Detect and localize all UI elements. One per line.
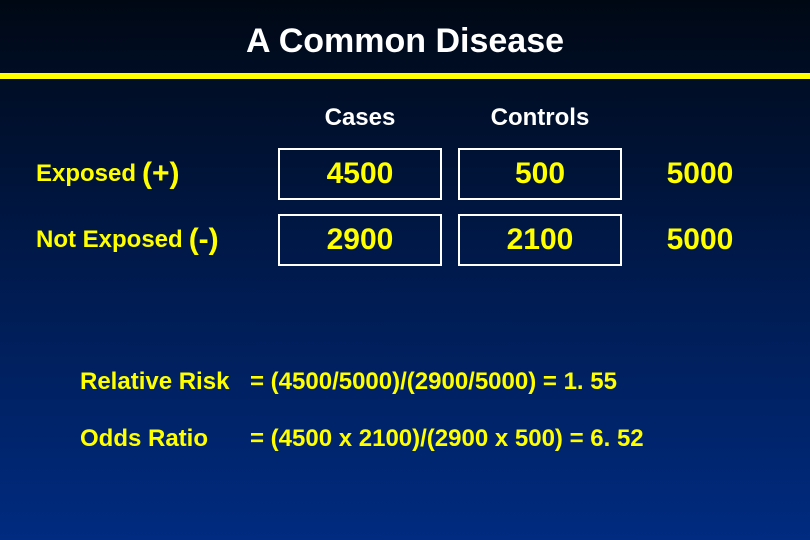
row-label-text: Exposed bbox=[36, 160, 136, 188]
row-label-sign: (-) bbox=[189, 223, 219, 257]
cell-notexposed-controls: 2100 bbox=[458, 214, 622, 266]
row-label-not-exposed: Not Exposed (-) bbox=[30, 212, 270, 268]
title-underline bbox=[0, 73, 810, 79]
formula-label: Odds Ratio bbox=[80, 425, 250, 454]
header-spacer-right bbox=[630, 92, 770, 136]
formula-equation: = (4500/5000)/(2900/5000) = 1. 55 bbox=[250, 368, 617, 397]
cell-exposed-controls: 500 bbox=[458, 148, 622, 200]
row-total-exposed: 5000 bbox=[630, 146, 770, 202]
cell-notexposed-cases: 2900 bbox=[278, 214, 442, 266]
slide: A Common Disease Cases Controls Exposed … bbox=[0, 0, 810, 540]
contingency-table: Cases Controls Exposed (+) 4500 500 5000… bbox=[0, 92, 810, 268]
formulas: Relative Risk = (4500/5000)/(2900/5000) … bbox=[80, 368, 644, 482]
column-header-cases: Cases bbox=[270, 92, 450, 136]
formula-relative-risk: Relative Risk = (4500/5000)/(2900/5000) … bbox=[80, 368, 644, 397]
column-header-controls: Controls bbox=[450, 92, 630, 136]
cell-exposed-cases: 4500 bbox=[278, 148, 442, 200]
slide-title: A Common Disease bbox=[0, 0, 810, 73]
formula-label: Relative Risk bbox=[80, 368, 250, 397]
row-label-text: Not Exposed bbox=[36, 226, 183, 254]
header-spacer bbox=[30, 92, 270, 136]
row-label-exposed: Exposed (+) bbox=[30, 146, 270, 202]
formula-equation: = (4500 x 2100)/(2900 x 500) = 6. 52 bbox=[250, 425, 644, 454]
formula-odds-ratio: Odds Ratio = (4500 x 2100)/(2900 x 500) … bbox=[80, 425, 644, 454]
row-label-sign: (+) bbox=[142, 157, 180, 191]
row-total-not-exposed: 5000 bbox=[630, 212, 770, 268]
